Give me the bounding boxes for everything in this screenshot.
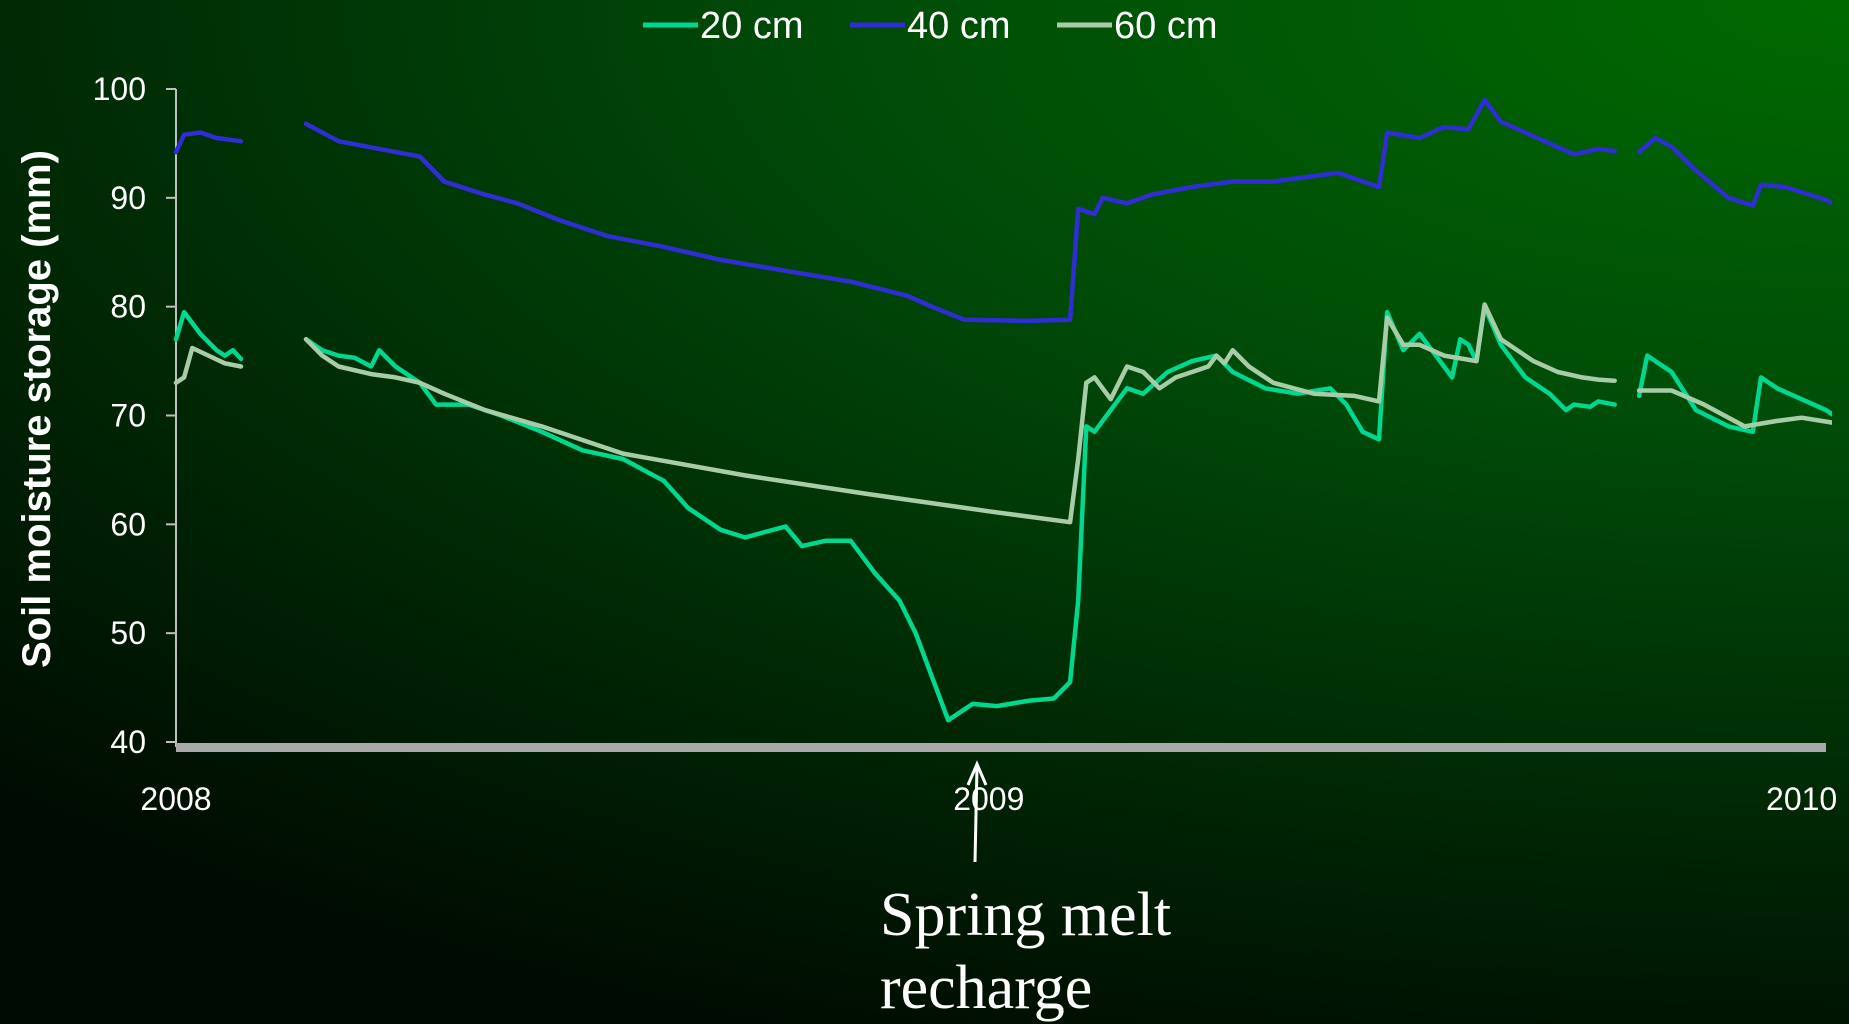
y-tick-label: 60	[110, 506, 146, 542]
legend-label: 20 cm	[700, 5, 803, 47]
legend-item: 40 cm	[850, 5, 1010, 47]
series-line-segment	[303, 304, 1617, 723]
y-tick-label: 80	[110, 289, 146, 325]
series-2	[173, 302, 1832, 525]
series-0	[173, 304, 1832, 723]
annotation-line-2: recharge	[880, 954, 1092, 1022]
y-tick-label: 90	[110, 180, 146, 216]
legend: 20 cm 40 cm 60 cm	[643, 5, 1217, 47]
y-tick-label: 40	[110, 724, 146, 760]
x-tick-label: 2010	[1766, 781, 1837, 817]
y-tick-label: 70	[110, 398, 146, 434]
y-tick-label: 50	[110, 615, 146, 651]
annotation-arrow-head	[966, 760, 988, 786]
x-axis: 2008 2009 2010	[140, 743, 1837, 817]
x-tick-label: 2008	[140, 781, 211, 817]
annotation-arrow-shaft	[973, 765, 979, 863]
series-1	[173, 97, 1832, 324]
series-layer	[173, 97, 1832, 723]
y-axis: 40 50 60 70 80 90 100	[93, 71, 177, 760]
series-line-segment	[1636, 388, 1832, 429]
y-axis-title: Soil moisture storage (mm)	[15, 150, 59, 668]
annotation-line-1: Spring melt	[880, 881, 1171, 949]
series-line-segment	[173, 309, 244, 362]
series-line-segment	[303, 302, 1617, 525]
y-tick-label: 100	[93, 71, 146, 107]
series-line-segment	[1636, 353, 1832, 435]
series-line-segment	[173, 345, 244, 386]
legend-item: 20 cm	[643, 5, 803, 47]
x-tick-label: 2009	[953, 781, 1024, 817]
legend-label: 60 cm	[1114, 5, 1217, 47]
legend-item: 60 cm	[1057, 5, 1217, 47]
series-line-segment	[303, 97, 1617, 324]
spring-melt-annotation: Spring melt recharge	[880, 760, 1171, 1022]
legend-label: 40 cm	[907, 5, 1010, 47]
series-line-segment	[173, 130, 244, 155]
x-axis-tick-band	[176, 743, 1826, 752]
series-line-segment	[1636, 135, 1832, 208]
